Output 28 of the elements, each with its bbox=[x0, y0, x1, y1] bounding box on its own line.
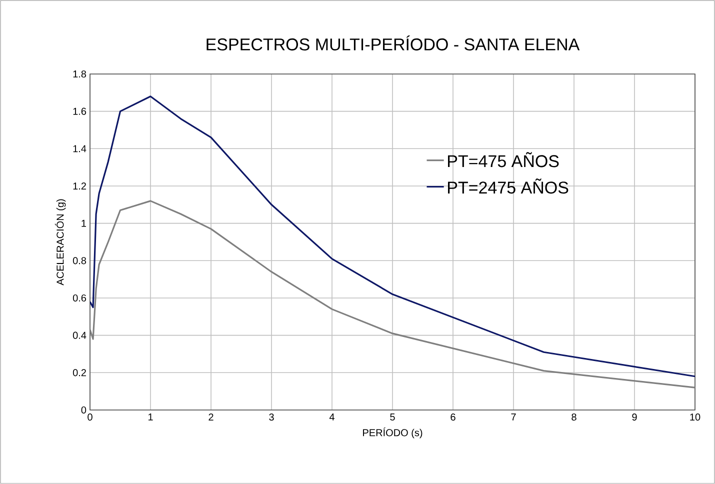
y-axis-title: ACELERACIÓN (g) bbox=[54, 199, 66, 286]
y-tick-label: 1.8 bbox=[73, 70, 86, 78]
legend-label: PT=475 AÑOS bbox=[448, 152, 559, 168]
legend-label: PT=2475 AÑOS bbox=[448, 178, 568, 194]
x-tick-label: 3 bbox=[269, 414, 274, 421]
y-tick-label: 1.2 bbox=[73, 182, 86, 190]
x-axis-title: PERÍODO (s) bbox=[363, 427, 422, 438]
y-tick-label: 1 bbox=[82, 220, 86, 227]
x-tick-label: 6 bbox=[450, 414, 456, 421]
line-series bbox=[90, 96, 695, 378]
y-tick-label: 0.8 bbox=[72, 257, 86, 264]
x-tick-label: 7 bbox=[511, 414, 516, 420]
x-tick-label: 2 bbox=[208, 414, 214, 420]
y-tick-label: 1.6 bbox=[73, 108, 86, 115]
x-tick-label: 4 bbox=[329, 414, 334, 420]
x-tick-label: 5 bbox=[390, 414, 395, 420]
x-tick-label: 9 bbox=[632, 414, 637, 421]
line-series bbox=[90, 200, 695, 388]
x-tick-label: 0 bbox=[88, 414, 92, 421]
x-tick-label: 8 bbox=[572, 414, 576, 421]
x-tick-label: 1 bbox=[148, 414, 153, 420]
y-tick-label: 0.4 bbox=[72, 332, 86, 339]
x-tick-label: 10 bbox=[690, 414, 700, 421]
y-tick-label: 1.4 bbox=[73, 145, 86, 152]
y-tick-label: 0.6 bbox=[72, 294, 86, 302]
y-tick-label: 0.2 bbox=[72, 369, 86, 376]
chart-title: ESPECTROS MULTI-PERÍODO - SANTA ELENA bbox=[206, 36, 580, 50]
y-tick-label: 0 bbox=[81, 406, 86, 414]
